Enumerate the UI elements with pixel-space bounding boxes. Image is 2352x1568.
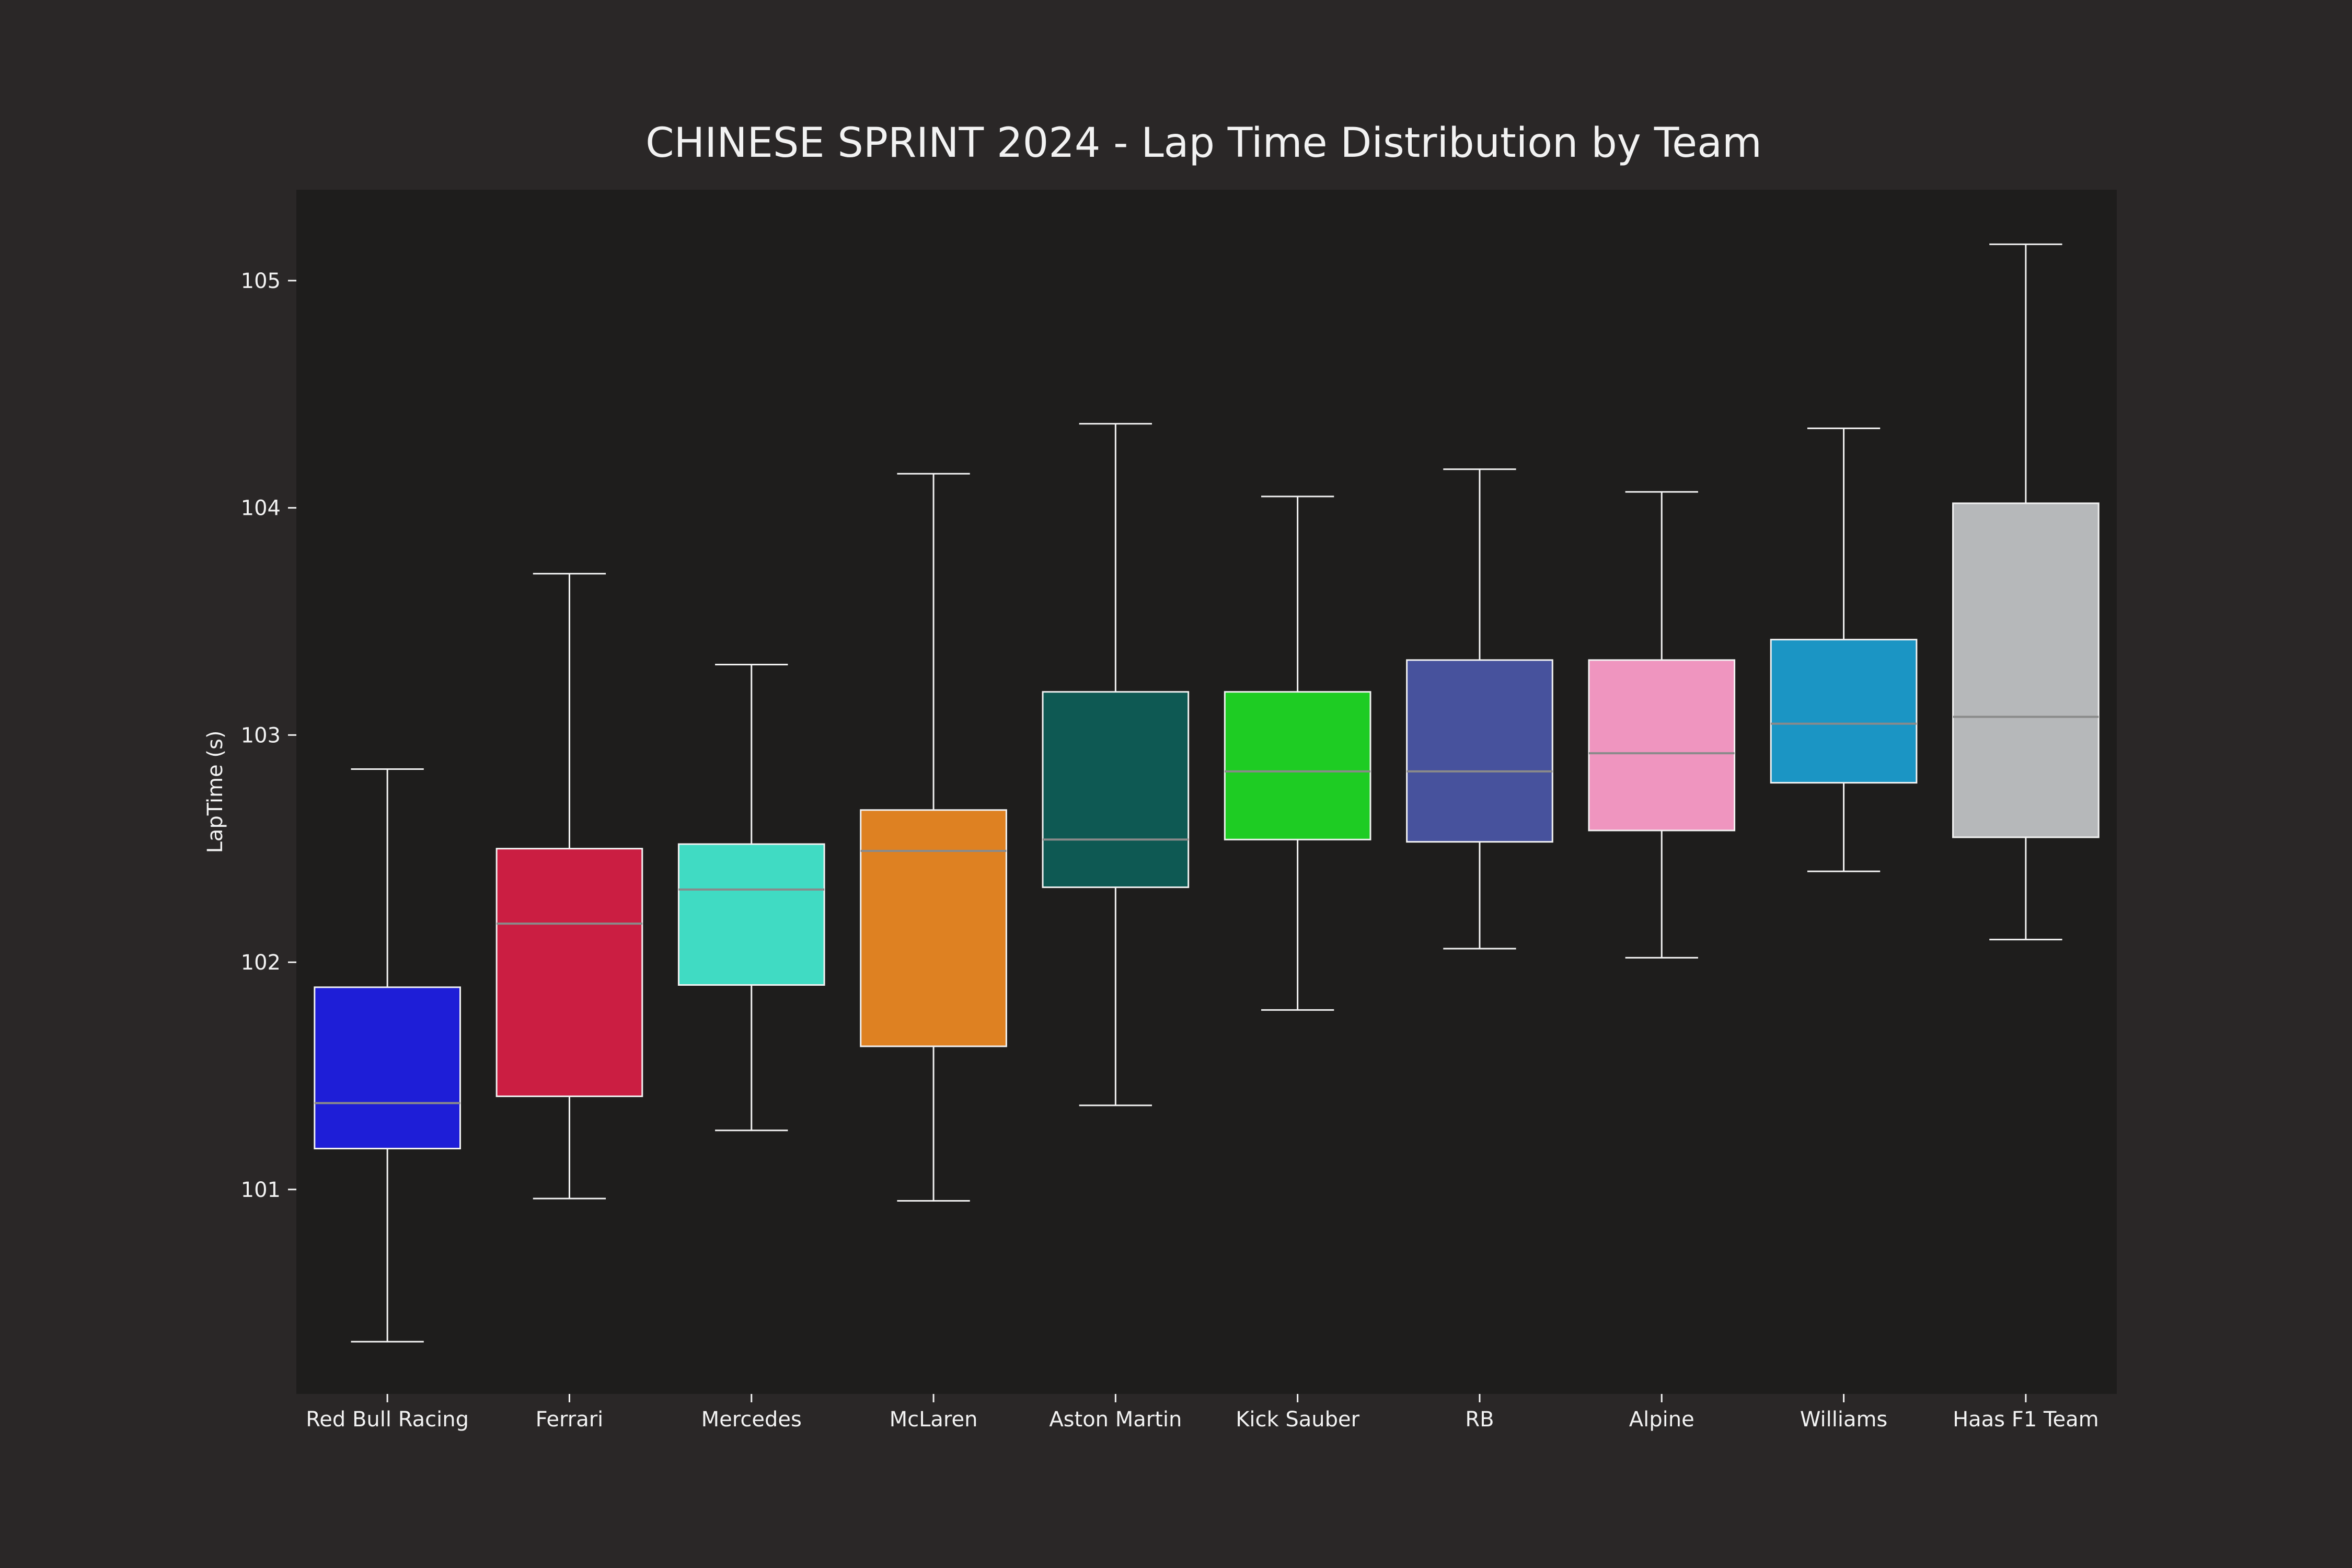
y-tick-label: 103 — [241, 723, 281, 747]
box-series — [314, 243, 2100, 1343]
x-axis: Red Bull Racing Ferrari Mercedes McLaren Ast… — [306, 1394, 2099, 1432]
x-tick-label: Aston Martin — [1049, 1408, 1182, 1432]
y-tick-label: 104 — [241, 497, 281, 521]
x-tick-label: Haas F1 Team — [1953, 1408, 2099, 1432]
box-iqr — [860, 809, 1007, 1047]
y-axis-label: LapTime (s) — [203, 731, 227, 854]
box-iqr — [1042, 691, 1190, 889]
x-tick-label: Red Bull Racing — [306, 1408, 469, 1432]
box-iqr — [1588, 659, 1736, 832]
box-alpine — [1588, 491, 1736, 959]
x-tick-label: Alpine — [1629, 1408, 1694, 1432]
box-iqr — [495, 848, 643, 1098]
box-ferrari — [495, 573, 643, 1200]
box-iqr — [1952, 502, 2100, 838]
x-tick-label: Ferrari — [536, 1408, 604, 1432]
y-axis: 101 102 103 104 105 — [241, 269, 296, 1202]
x-tick-label: Kick Sauber — [1236, 1408, 1359, 1432]
box-williams — [1770, 427, 1918, 872]
box-iqr — [1224, 691, 1371, 840]
y-tick-label: 102 — [241, 951, 281, 975]
x-tick-label: Mercedes — [701, 1408, 802, 1432]
box-aston-martin — [1042, 423, 1190, 1106]
box-iqr — [677, 843, 825, 986]
box-kick-sauber — [1224, 495, 1371, 1011]
box-red-bull-racing — [314, 768, 461, 1343]
y-tick-label: 101 — [241, 1178, 281, 1202]
x-tick-label: McLaren — [890, 1408, 978, 1432]
x-tick-label: RB — [1465, 1408, 1494, 1432]
box-mclaren — [860, 472, 1007, 1202]
box-rb — [1406, 468, 1553, 950]
box-haas-f1-team — [1952, 243, 2100, 941]
box-iqr — [1770, 639, 1918, 784]
chart-title: CHINESE SPRINT 2024 - Lap Time Distribut… — [645, 120, 1762, 167]
x-tick-label: Williams — [1800, 1408, 1887, 1432]
box-mercedes — [677, 664, 825, 1132]
plot-area — [296, 190, 2117, 1394]
box-iqr — [1406, 659, 1553, 843]
y-tick-label: 105 — [241, 269, 281, 293]
box-iqr — [314, 986, 461, 1150]
